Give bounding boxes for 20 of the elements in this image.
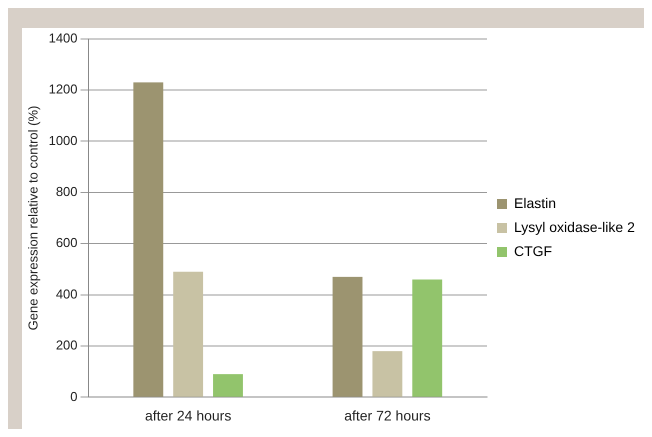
x-tick-label: after 72 hours bbox=[344, 407, 431, 424]
bar bbox=[372, 351, 402, 397]
y-tick-label: 1200 bbox=[48, 82, 78, 97]
legend-label: Elastin bbox=[514, 194, 556, 211]
bar bbox=[213, 374, 243, 397]
y-tick-label: 0 bbox=[70, 388, 78, 404]
y-tick-label: 800 bbox=[56, 184, 78, 199]
bar bbox=[332, 276, 362, 397]
bar bbox=[412, 279, 442, 397]
legend-label: CTGF bbox=[514, 242, 552, 259]
x-tick-label: after 24 hours bbox=[144, 407, 232, 424]
bar bbox=[173, 272, 204, 397]
y-axis-title: Gene expression relative to control (%) bbox=[25, 106, 40, 330]
y-tick-label: 200 bbox=[56, 338, 78, 353]
y-tick-label: 1000 bbox=[48, 132, 78, 148]
y-tick-label: 600 bbox=[56, 235, 78, 250]
y-tick-label: 1400 bbox=[48, 30, 78, 46]
y-tick-label: 400 bbox=[56, 286, 78, 302]
bar bbox=[133, 82, 164, 397]
legend-label: Lysyl oxidase-like 2 bbox=[514, 218, 636, 235]
